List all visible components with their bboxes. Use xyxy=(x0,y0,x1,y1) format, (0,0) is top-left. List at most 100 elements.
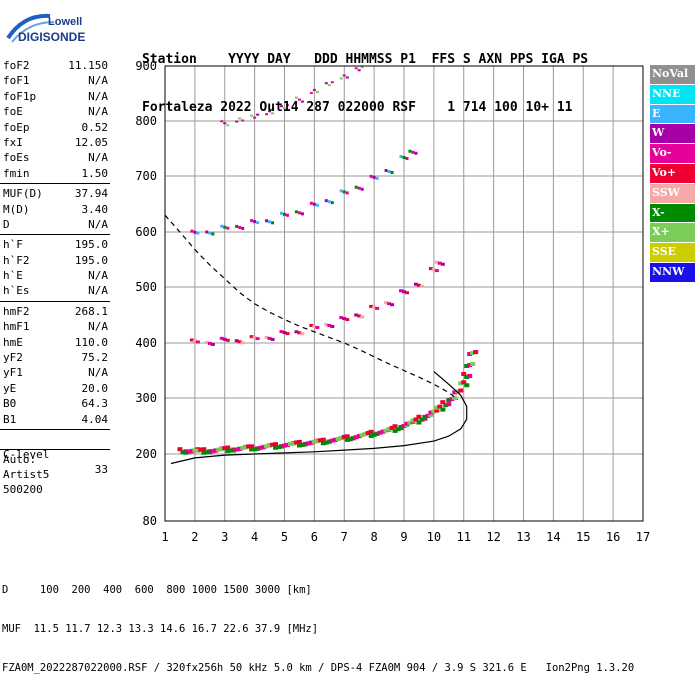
echo-second-hop xyxy=(192,339,197,343)
echo-first-hop xyxy=(461,380,467,385)
param-value: 110.0 xyxy=(74,335,108,349)
x-tick-label: 6 xyxy=(311,530,318,544)
echo-first-hop xyxy=(299,442,305,447)
echo-first-hop xyxy=(437,404,443,409)
param-key: fxI xyxy=(3,135,23,149)
echo-fourth-hop xyxy=(223,122,227,125)
echo-first-hop xyxy=(195,448,201,453)
param-value: 3.40 xyxy=(81,202,109,216)
echo-fourth-hop xyxy=(226,124,230,127)
param-row-foep: foEp 0.52 xyxy=(0,120,112,135)
echo-second-hop xyxy=(309,323,314,327)
param-value: 268.1 xyxy=(74,304,108,318)
echo-third-hop xyxy=(384,169,388,172)
param-key: C-level xyxy=(3,447,50,461)
echo-second-hop xyxy=(297,331,302,335)
echo-third-hop xyxy=(309,201,313,205)
echo-first-hop xyxy=(368,429,374,434)
echo-first-hop xyxy=(273,442,279,447)
y-tick-label: 700 xyxy=(135,169,157,183)
echo-third-hop xyxy=(253,220,257,224)
echo-first-hop xyxy=(234,447,240,452)
echo-second-hop xyxy=(294,330,299,334)
echo-first-hop xyxy=(213,448,219,453)
param-group-virtual-heights: h`F 195.0 h`F2 195.0 h`E N/A h`Es N/A xyxy=(0,237,112,299)
echo-first-hop xyxy=(446,402,452,407)
echo-third-hop xyxy=(330,201,334,205)
echo-first-hop xyxy=(380,429,386,434)
echo-first-hop xyxy=(440,407,446,412)
echo-first-hop xyxy=(270,442,276,447)
echo-first-hop xyxy=(359,433,365,438)
echo-first-hop xyxy=(428,412,434,417)
echo-first-hop xyxy=(186,449,192,454)
chart-traces xyxy=(164,66,479,465)
param-key: yF2 xyxy=(3,351,23,365)
echo-first-hop xyxy=(392,428,398,433)
echo-first-hop xyxy=(228,448,234,453)
echo-first-hop xyxy=(461,372,467,376)
echo-first-hop xyxy=(464,364,470,368)
echo-first-hop xyxy=(261,445,267,450)
echo-third-hop xyxy=(238,225,242,229)
echo-first-hop xyxy=(207,450,213,455)
chart-grid xyxy=(165,66,643,521)
echo-third-hop xyxy=(286,213,289,217)
param-value: 0.52 xyxy=(81,120,109,134)
param-row-yf2: yF2 75.2 xyxy=(0,350,112,365)
param-row-foe: foE N/A xyxy=(0,104,112,119)
echo-fourth-hop xyxy=(253,116,257,119)
param-row-hmf1: hmF1 N/A xyxy=(0,319,112,334)
param-row-fof1: foF1 N/A xyxy=(0,73,112,88)
echo-first-hop xyxy=(258,445,264,450)
echo-first-hop xyxy=(407,420,413,425)
echo-second-hop xyxy=(405,291,409,295)
x-tick-label: 7 xyxy=(341,530,348,544)
x-tick-label: 10 xyxy=(427,530,441,544)
echo-first-hop xyxy=(320,441,326,446)
echo-first-hop xyxy=(252,447,258,452)
echo-third-hop xyxy=(411,150,415,154)
echo-first-hop xyxy=(320,437,326,442)
echo-third-hop xyxy=(402,156,406,159)
echo-first-hop xyxy=(237,446,243,451)
echo-first-hop xyxy=(473,350,479,354)
echo-first-hop xyxy=(416,414,422,419)
param-key: yE xyxy=(3,381,17,395)
echo-first-hop xyxy=(246,444,252,449)
param-row-fxi: fxI 12.05 xyxy=(0,135,112,150)
echo-third-hop xyxy=(387,170,391,173)
echo-first-hop xyxy=(470,362,476,366)
echo-first-hop xyxy=(455,389,461,394)
echo-second-hop xyxy=(240,341,245,345)
echo-second-hop xyxy=(219,336,224,340)
auto-label: Auto: xyxy=(3,453,37,467)
param-value: N/A xyxy=(88,74,108,88)
param-key: h`Es xyxy=(3,284,30,298)
echo-third-hop xyxy=(205,230,209,234)
legend-item-nne: NNE xyxy=(650,84,695,105)
echo-third-hop xyxy=(300,212,304,216)
echo-second-hop xyxy=(440,262,445,266)
x-tick-label: 15 xyxy=(576,530,590,544)
echo-first-hop xyxy=(192,448,198,453)
echo-first-hop xyxy=(305,441,311,446)
echo-first-hop xyxy=(446,398,452,403)
echo-first-hop xyxy=(419,417,425,422)
echo-first-hop xyxy=(180,450,186,455)
echo-second-hop xyxy=(339,316,344,320)
param-row-yf1: yF1 N/A xyxy=(0,365,112,380)
echo-first-hop xyxy=(284,443,290,448)
echo-second-hop xyxy=(249,335,254,339)
x-tick-label: 16 xyxy=(606,530,620,544)
param-value: 20.0 xyxy=(81,381,109,395)
echo-third-hop xyxy=(211,232,215,236)
param-value: 37.94 xyxy=(74,187,108,201)
param-key: D xyxy=(3,217,10,231)
param-value: 75.2 xyxy=(81,351,109,365)
echo-first-hop xyxy=(189,449,195,454)
parameter-panel: foF2 11.150 foF1 N/A foF1p N/A foE N/A foEp 0.52 f… xyxy=(0,58,112,497)
echo-second-hop xyxy=(345,318,350,322)
echo-fourth-hop xyxy=(280,105,283,108)
param-value: N/A xyxy=(88,151,108,165)
